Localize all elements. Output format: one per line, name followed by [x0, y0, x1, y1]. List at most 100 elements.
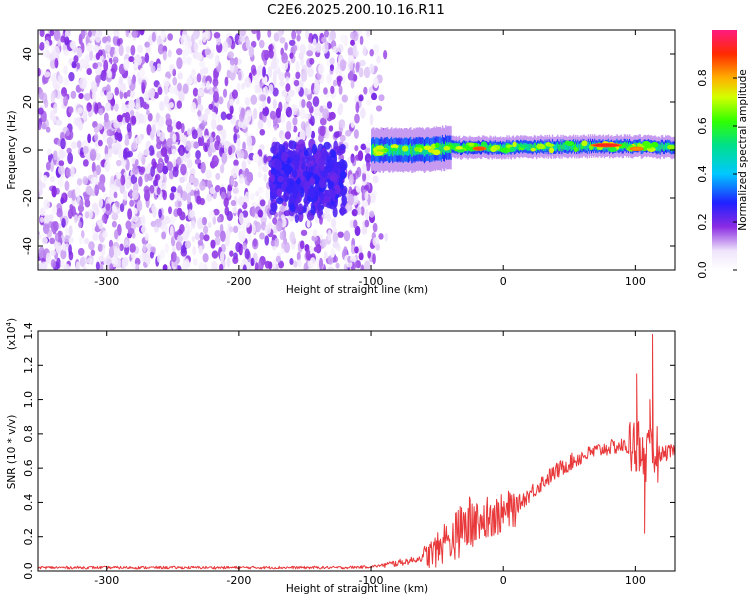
- spectrogram-cell: [300, 187, 305, 198]
- spectrogram-cell: [116, 38, 121, 47]
- spectrogram-cell: [129, 109, 135, 117]
- spectrogram-cell: [372, 175, 379, 184]
- spectrogram-cell: [270, 174, 275, 183]
- spectrogram-cell: [437, 143, 440, 154]
- spectrogram-cell: [69, 204, 74, 211]
- spectrogram-cell: [140, 225, 147, 234]
- spectrogram-cell: [60, 35, 66, 43]
- spectrogram-cell: [157, 43, 165, 55]
- spectrogram-cell: [172, 158, 177, 168]
- spectrogram-cell: [295, 136, 300, 143]
- spectrogram-cell: [211, 111, 217, 120]
- spectrogram-cell: [199, 180, 206, 191]
- spectrogram-cell: [162, 165, 169, 175]
- spectrogram-cell: [359, 59, 366, 67]
- spectrogram-cell: [213, 70, 218, 82]
- spectrogram-cell: [60, 260, 65, 269]
- spectrogram-cell: [217, 216, 222, 223]
- spectrogram-cell: [254, 74, 259, 86]
- spectrogram-cell: [295, 71, 301, 80]
- spectrogram-cell: [185, 140, 192, 152]
- spectrogram-cell: [79, 199, 84, 208]
- spectrogram-x-tick-label: -300: [94, 275, 119, 288]
- spectrogram-cell: [303, 262, 308, 270]
- spectrogram-cell: [238, 243, 243, 256]
- spectrogram-cell: [176, 235, 184, 243]
- colorbar-tick-label: 0.2: [696, 213, 709, 231]
- spectrogram-cell: [161, 182, 167, 190]
- spectrogram-cell: [226, 256, 231, 268]
- spectrogram-cell: [164, 242, 169, 254]
- spectrogram-cell: [172, 68, 177, 77]
- spectrogram-cell: [114, 229, 119, 240]
- spectrogram-cell: [77, 107, 83, 114]
- spectrogram-cell: [111, 63, 118, 73]
- spectrogram-cell: [52, 204, 58, 215]
- spectrogram-cell: [259, 94, 267, 102]
- spectrogram-cell: [532, 144, 535, 151]
- spectrogram-cell: [119, 203, 125, 213]
- spectrogram-cell: [113, 191, 118, 199]
- spectrogram-cell: [155, 173, 161, 181]
- spectrogram-cell: [156, 186, 161, 195]
- spectrogram-cell: [39, 216, 44, 223]
- spectrogram-cell: [347, 55, 355, 65]
- spectrogram-cell: [571, 143, 574, 150]
- spectrogram-cell: [199, 232, 205, 241]
- spectrogram-cell: [313, 246, 321, 253]
- spectrogram-cell: [227, 51, 235, 59]
- spectrogram-cell: [534, 143, 537, 150]
- spectrogram-cell: [116, 114, 123, 123]
- spectrogram-cell: [199, 197, 205, 206]
- spectrogram-cell: [383, 148, 389, 153]
- snr-y-tick-label: 0.2: [22, 528, 35, 546]
- spectrogram-cell: [42, 223, 50, 235]
- spectrogram-cell: [268, 44, 274, 52]
- spectrogram-cell: [121, 257, 129, 267]
- spectrogram-x-tick-label: -100: [359, 275, 384, 288]
- spectrogram-cell: [211, 250, 219, 259]
- colorbar-tick-label: 0.0: [696, 261, 709, 279]
- spectrogram-cell: [106, 91, 113, 101]
- spectrogram-cell: [106, 129, 113, 137]
- spectrogram-cell: [272, 87, 279, 97]
- spectrogram-cell: [553, 144, 556, 151]
- spectrogram-cell: [91, 90, 97, 102]
- spectrogram-cell: [369, 210, 375, 218]
- spectrogram-cell: [138, 176, 143, 187]
- spectrogram-cell: [530, 147, 536, 152]
- spectrogram-cell: [585, 143, 588, 150]
- spectrogram-cell: [549, 143, 552, 151]
- spectrogram-cell: [568, 142, 571, 150]
- spectrogram-cell: [295, 177, 301, 185]
- spectrogram-cell: [242, 242, 248, 250]
- spectrogram-cell: [350, 153, 355, 164]
- spectrogram-cell: [102, 130, 108, 142]
- spectrogram-cell: [131, 115, 137, 125]
- spectrogram-cell: [197, 109, 202, 117]
- spectrogram-cell: [79, 256, 86, 268]
- spectrogram-cell: [263, 173, 268, 182]
- spectrogram-cell: [38, 30, 41, 36]
- spectrogram-cell: [348, 70, 354, 81]
- spectrogram-cell: [361, 225, 368, 235]
- spectrogram-cell: [219, 164, 225, 174]
- spectrogram-cell: [99, 263, 104, 270]
- spectrogram-cell: [78, 221, 82, 228]
- spectrogram-cell: [435, 142, 437, 154]
- spectrogram-cell: [201, 32, 207, 43]
- spectrogram-cell: [205, 169, 212, 180]
- spectrogram-cell: [194, 232, 200, 241]
- spectrogram-cell: [84, 199, 91, 208]
- spectrogram-cell: [369, 193, 376, 204]
- spectrogram-cell: [53, 102, 58, 115]
- spectrogram-cell: [397, 145, 399, 156]
- spectrogram-cell: [70, 90, 77, 100]
- spectrogram-cell: [132, 166, 139, 175]
- spectrogram-cell: [289, 203, 296, 213]
- spectrogram-cell: [129, 199, 135, 207]
- spectrogram-cell: [635, 142, 637, 150]
- spectrogram-cell: [92, 120, 98, 129]
- spectrogram-cell: [509, 146, 515, 152]
